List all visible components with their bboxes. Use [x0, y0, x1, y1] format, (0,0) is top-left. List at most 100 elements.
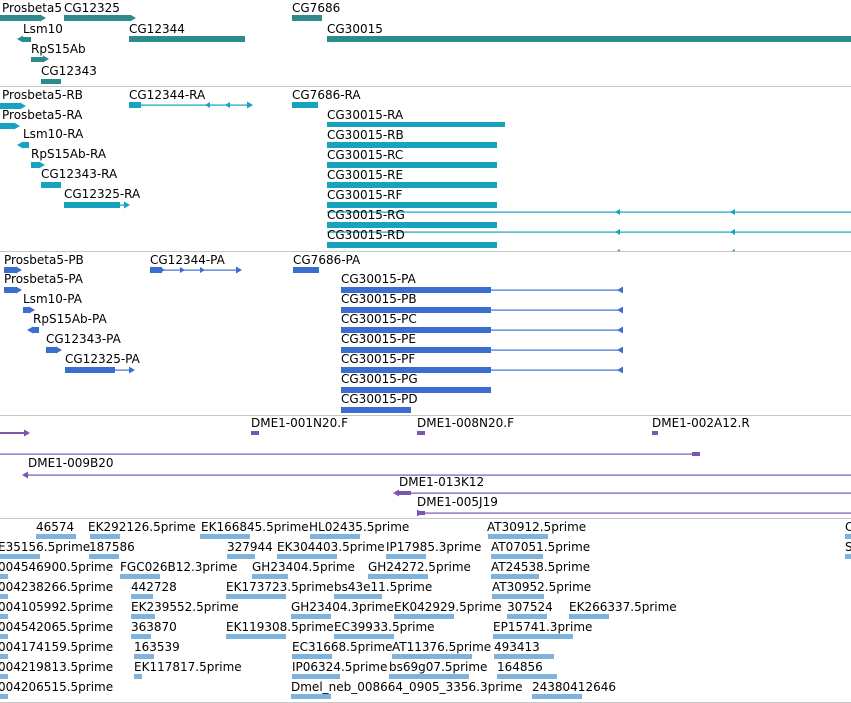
feature-glyph[interactable] — [0, 654, 8, 659]
feature-glyph[interactable] — [368, 574, 428, 579]
feature-glyph[interactable] — [277, 554, 337, 559]
feature-glyph[interactable] — [23, 37, 31, 42]
feature-glyph[interactable] — [569, 614, 609, 619]
feature-label[interactable]: bs43e11.5prime — [334, 580, 433, 594]
feature-glyph[interactable] — [494, 654, 554, 659]
feature-label[interactable]: CG30015-RD — [327, 228, 405, 242]
feature-label[interactable]: IP06324.5prime — [292, 660, 388, 674]
feature-label[interactable]: EK239552.5prime — [131, 600, 239, 614]
feature-label[interactable]: CG12344-PA — [150, 253, 225, 267]
feature-glyph[interactable] — [341, 287, 491, 293]
feature-label[interactable]: CG12325-RA — [64, 187, 141, 201]
intron-line[interactable] — [327, 231, 851, 233]
feature-label[interactable]: 004546900.5prime — [0, 560, 114, 574]
feature-glyph[interactable] — [226, 634, 286, 639]
feature-label[interactable]: CG12343 — [41, 64, 97, 78]
feature-label[interactable]: EK042929.5prime — [394, 600, 502, 614]
feature-glyph[interactable] — [46, 347, 56, 353]
feature-label[interactable]: 442728 — [131, 580, 177, 594]
feature-label[interactable]: GH24272.5prime — [368, 560, 471, 574]
feature-glyph[interactable] — [0, 674, 8, 679]
feature-glyph[interactable] — [341, 407, 411, 413]
feature-glyph[interactable] — [131, 594, 153, 599]
feature-glyph[interactable] — [0, 103, 20, 109]
feature-label[interactable]: CG30015-RC — [327, 148, 404, 162]
feature-label[interactable]: CG30015-RB — [327, 128, 404, 142]
feature-glyph[interactable] — [845, 534, 851, 539]
feature-label[interactable]: 004238266.5prime — [0, 580, 114, 594]
feature-label[interactable]: GH23404.3prime — [291, 600, 394, 614]
feature-label[interactable]: AT24538.5prime — [491, 560, 591, 574]
feature-glyph[interactable] — [845, 554, 851, 559]
feature-glyph[interactable] — [150, 267, 162, 273]
feature-label[interactable]: DME1-013K12 — [399, 475, 485, 489]
feature-glyph[interactable] — [491, 554, 543, 559]
feature-glyph[interactable] — [394, 614, 454, 619]
feature-glyph[interactable] — [327, 202, 497, 208]
feature-glyph[interactable] — [334, 594, 382, 599]
feature-glyph[interactable] — [310, 534, 360, 539]
feature-label[interactable]: Lsm10-RA — [23, 127, 84, 141]
feature-label[interactable]: 004219813.5prime — [0, 660, 114, 674]
feature-label[interactable]: EK166845.5prime — [201, 520, 309, 534]
feature-label[interactable]: 004206515.5prime — [0, 680, 114, 694]
intron-line[interactable] — [141, 104, 247, 106]
feature-glyph[interactable] — [652, 431, 658, 435]
feature-glyph[interactable] — [327, 162, 497, 168]
feature-glyph[interactable] — [291, 694, 331, 699]
feature-glyph[interactable] — [497, 674, 557, 679]
feature-glyph[interactable] — [291, 614, 331, 619]
intron-line[interactable] — [399, 492, 851, 494]
feature-label[interactable]: 004542065.5prime — [0, 620, 114, 634]
feature-glyph[interactable] — [327, 242, 497, 248]
feature-glyph[interactable] — [488, 534, 548, 539]
feature-label[interactable]: Prosbeta5-RA — [2, 108, 83, 122]
feature-glyph[interactable] — [226, 594, 286, 599]
feature-label[interactable]: 46574 — [36, 520, 75, 534]
feature-glyph[interactable] — [65, 367, 115, 373]
feature-glyph[interactable] — [493, 634, 573, 639]
feature-label[interactable]: AT30952.5prime — [492, 580, 592, 594]
feature-label[interactable]: 363870 — [131, 620, 177, 634]
feature-label[interactable]: 164856 — [497, 660, 543, 674]
feature-glyph[interactable] — [129, 36, 245, 42]
feature-glyph[interactable] — [23, 142, 29, 148]
feature-label[interactable]: CG30015-PD — [341, 392, 418, 406]
feature-glyph[interactable] — [134, 654, 154, 659]
feature-glyph[interactable] — [0, 123, 14, 129]
feature-label[interactable]: EK119308.5prime — [226, 620, 334, 634]
feature-glyph[interactable] — [0, 694, 8, 699]
feature-glyph[interactable] — [36, 534, 76, 539]
feature-glyph[interactable] — [227, 554, 255, 559]
feature-label[interactable]: CG12343-PA — [46, 332, 121, 346]
feature-label[interactable]: RpS15Ab — [31, 42, 86, 56]
feature-glyph[interactable] — [131, 634, 151, 639]
feature-glyph[interactable] — [0, 634, 8, 639]
feature-glyph[interactable] — [0, 554, 40, 559]
feature-glyph[interactable] — [131, 614, 155, 619]
feature-label[interactable]: CG12343-RA — [41, 167, 118, 181]
feature-label[interactable]: bs69g07.5prime — [389, 660, 488, 674]
feature-label[interactable]: CG12344 — [129, 22, 185, 36]
feature-label[interactable]: EC31668.5prime — [292, 640, 393, 654]
feature-label[interactable]: CG30015 — [327, 22, 383, 36]
intron-line[interactable] — [28, 474, 851, 476]
feature-glyph[interactable] — [293, 267, 319, 273]
feature-label[interactable]: Prosbeta5-PA — [4, 272, 83, 286]
intron-line[interactable] — [0, 453, 700, 455]
feature-label[interactable]: CG30015-PB — [341, 292, 417, 306]
feature-glyph[interactable] — [134, 674, 142, 679]
feature-glyph[interactable] — [292, 674, 340, 679]
feature-label[interactable]: Prosbeta5-PB — [4, 253, 84, 267]
feature-glyph[interactable] — [692, 452, 700, 456]
feature-label[interactable]: EK266337.5prime — [569, 600, 677, 614]
feature-glyph[interactable] — [327, 222, 497, 228]
feature-label[interactable]: 24380412646 — [532, 680, 616, 694]
feature-label[interactable]: CG12344-RA — [129, 88, 206, 102]
feature-label[interactable]: CG12325-PA — [65, 352, 140, 366]
feature-label[interactable]: CG7686-PA — [293, 253, 361, 267]
feature-label[interactable]: AT07051.5prime — [491, 540, 591, 554]
feature-glyph[interactable] — [292, 102, 318, 108]
feature-label[interactable]: FGC026B12.3prime — [120, 560, 238, 574]
feature-glyph[interactable] — [386, 554, 426, 559]
